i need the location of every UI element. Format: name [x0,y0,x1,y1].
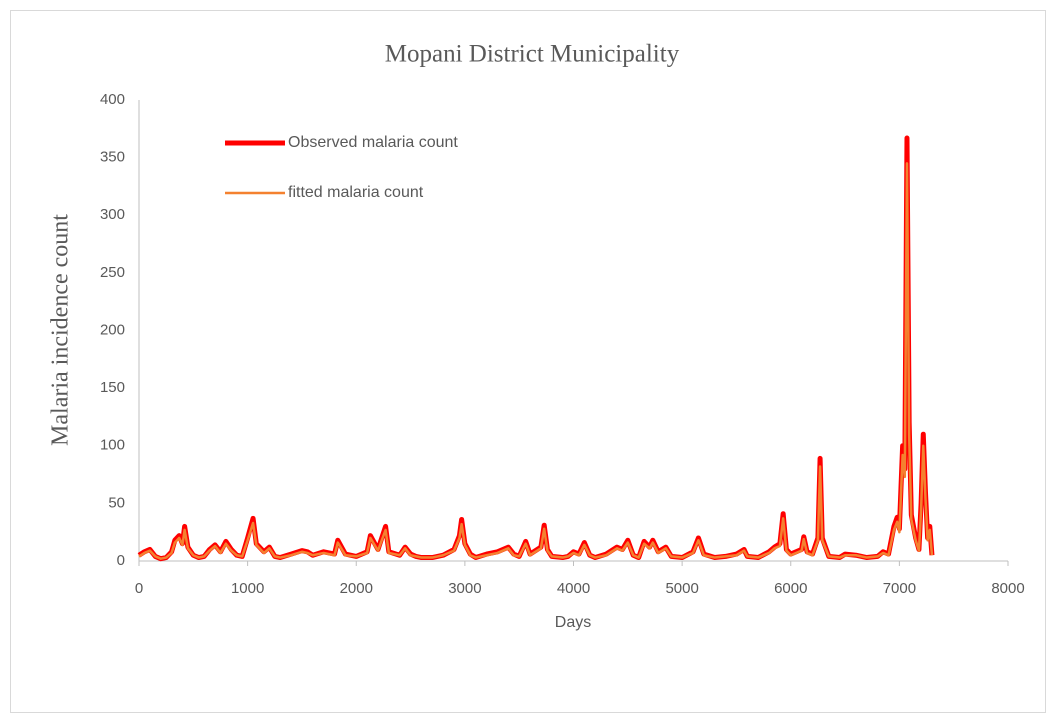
y-tick-label: 350 [100,149,125,166]
x-tick-label: 8000 [991,580,1024,597]
x-tick-label: 7000 [883,580,916,597]
legend-label: Observed malaria count [288,134,458,151]
y-tick-label: 250 [100,264,125,281]
y-tick-label: 400 [100,91,125,108]
chart-title: Mopani District Municipality [385,41,680,68]
x-tick-label: 4000 [557,580,590,597]
x-tick-label: 3000 [448,580,481,597]
y-axis-label: Malaria incidence count [48,214,74,446]
y-tick-label: 100 [100,437,125,454]
y-tick-label: 300 [100,206,125,223]
x-tick-label: 0 [135,580,143,597]
x-tick-label: 5000 [665,580,698,597]
chart-frame [10,10,1046,713]
y-tick-label: 0 [117,552,125,569]
x-tick-label: 2000 [340,580,373,597]
legend-label: fitted malaria count [288,184,424,201]
x-tick-label: 1000 [231,580,264,597]
x-axis-label: Days [555,614,591,631]
y-tick-label: 200 [100,321,125,338]
series-line [138,162,934,560]
y-tick-label: 50 [108,494,125,511]
x-tick-label: 6000 [774,580,807,597]
y-tick-label: 150 [100,379,125,396]
